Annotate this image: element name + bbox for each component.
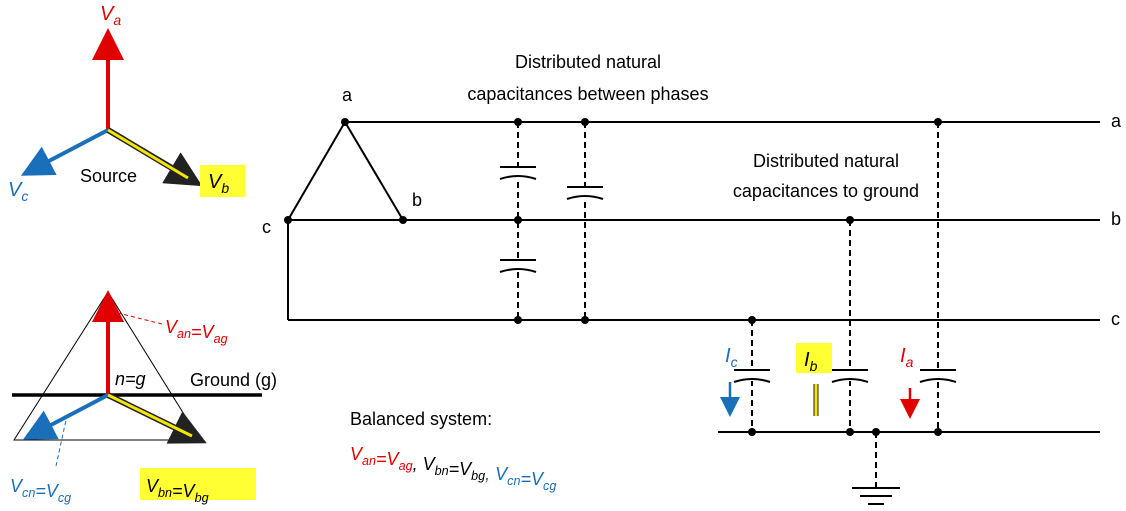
label-sub: bg [471,469,485,483]
label-main: =V [449,459,474,479]
label-main: I [725,345,731,367]
label-main: V [350,444,364,464]
source-label: Source [80,166,137,186]
cap-gap [498,259,538,271]
label-main: =V [191,322,216,342]
label-sub: cg [543,479,556,493]
cap-plate [499,175,537,180]
label: Vb [208,171,229,196]
end-a: a [1111,111,1122,131]
cap-gap [830,369,870,381]
cap-gap [498,166,538,178]
label-sub: an [177,327,191,341]
label-main: V [165,317,179,337]
junction [748,428,756,436]
ground-phasor [12,290,262,500]
label-sub: bg [195,491,209,505]
label-main: =V [376,449,401,469]
label-sub: an [362,454,376,468]
cap-plate [566,195,604,200]
junction [581,316,589,324]
junction [934,428,942,436]
cap-gap [565,186,605,198]
label: Van=Vag, Vbn=Vbg, Vcn=Vcg [350,444,556,493]
label: Vcn=Vcg [10,476,71,505]
junction [872,428,880,436]
label-main: , V [485,464,509,484]
junction [514,118,522,126]
junction [284,216,292,224]
junction [934,118,942,126]
label-sub: cn [22,486,35,500]
cap-plate [499,268,537,273]
ground-label: Ground (g) [190,370,277,390]
label-sub: ag [399,459,413,473]
label-main: V [100,3,115,25]
label-main: I [804,349,810,371]
node-b: b [412,190,422,210]
label: Vbn=Vbg [146,476,209,505]
source-phasor [20,28,245,197]
caption: Distributed natural [515,52,661,72]
circuit [284,118,1100,505]
cap-plate [831,378,869,383]
caption: capacitances between phases [467,84,708,104]
cap-plate [919,378,957,383]
label-main: V [146,476,160,496]
junction [846,216,854,224]
label: Ic [725,345,738,370]
end-c: c [1111,309,1120,329]
junction [399,216,407,224]
caption: capacitances to ground [733,181,919,201]
junction [581,118,589,126]
label-sub: bn [435,464,449,478]
cap-plate [733,378,771,383]
node-c: c [262,217,271,237]
caption: Distributed natural [753,151,899,171]
node-a: a [342,85,353,105]
junction [341,118,349,126]
cap-gap [732,369,772,381]
label-main: , V [413,454,437,474]
label-main: =V [35,481,60,501]
junction [748,316,756,324]
label-main: V [8,179,23,201]
label: Van=Vag [165,317,228,346]
label-main: V [208,171,223,193]
label-sub: bn [158,486,172,500]
highlight [796,343,832,373]
label-sub: cg [58,491,71,505]
junction [514,316,522,324]
label-sub: cn [507,474,520,488]
label-sub: ag [214,332,228,346]
label-sub: a [906,354,914,370]
junction [846,428,854,436]
label: Va [100,3,121,28]
label-main: =V [172,481,197,501]
label: Ia [900,345,914,370]
label-sub: b [221,180,229,196]
label: Ib [804,349,818,374]
label-main: I [900,345,906,367]
junction [514,216,522,224]
end-b: b [1111,209,1121,229]
label: Vc [8,179,28,204]
neutral-label: n=g [115,369,146,389]
label-sub: a [113,12,121,28]
label-main: V [10,476,24,496]
balanced-title: Balanced system: [350,409,492,429]
label-sub: b [810,358,818,374]
label-sub: c [731,354,738,370]
label-main: =V [520,469,545,489]
cap-gap [918,369,958,381]
label-sub: c [21,188,28,204]
